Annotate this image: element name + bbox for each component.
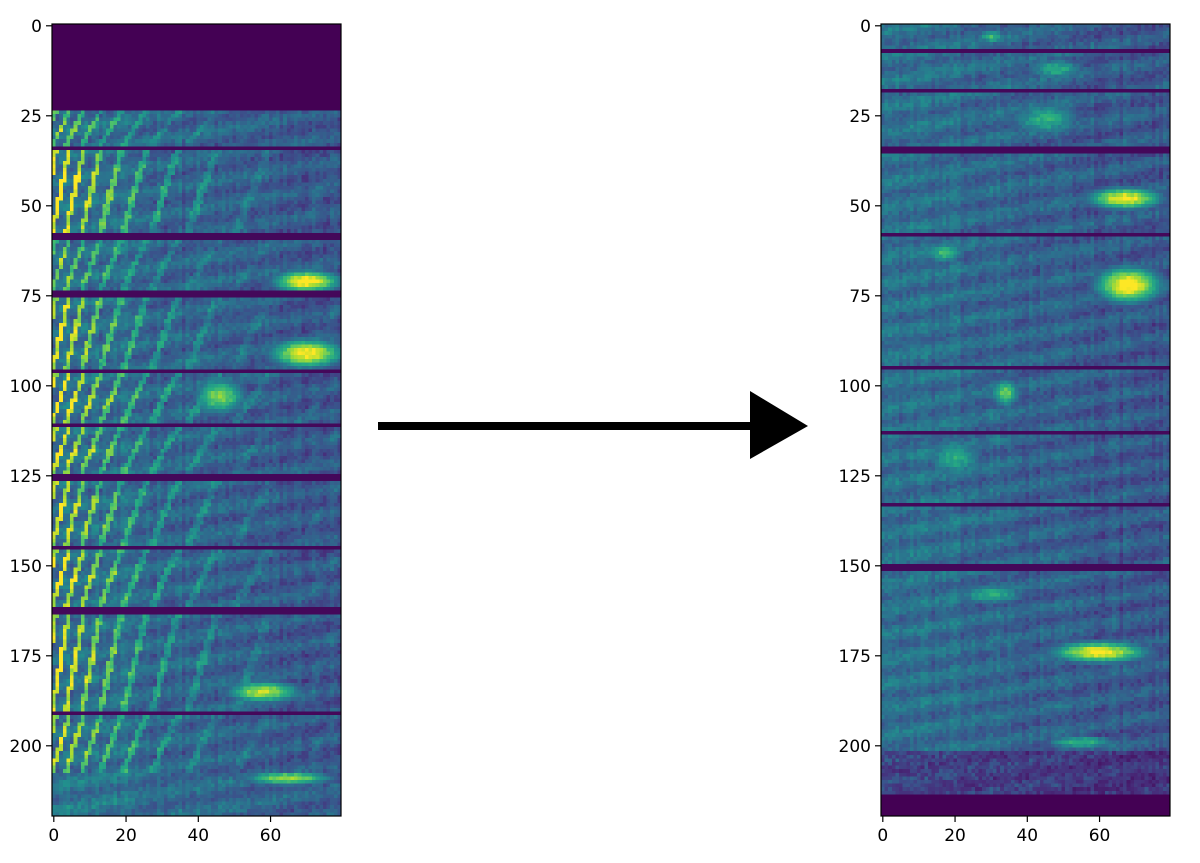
y-tick-label: 25	[20, 107, 42, 127]
y-tick-label: 200	[10, 737, 42, 757]
x-tick-label: 20	[944, 826, 966, 846]
y-tick-label: 150	[10, 557, 42, 577]
x-tick-label: 0	[877, 826, 888, 846]
x-tick-label: 60	[1089, 826, 1111, 846]
y-tick-label: 150	[839, 557, 871, 577]
right-plot-axes: 0 25 50 75 100 125 150 175 200 0 20 40 60	[839, 17, 1111, 846]
y-tick-label: 50	[20, 197, 42, 217]
left-spectrogram-plot: 0 25 50 75 100 125 150 175 200 0 20 40 60	[10, 17, 342, 846]
x-tick-label: 40	[1016, 826, 1038, 846]
y-tick-label: 0	[860, 17, 871, 37]
y-tick-label: 100	[839, 377, 871, 397]
transform-arrow	[378, 391, 808, 459]
y-tick-label: 175	[10, 647, 42, 667]
right-spectrogram-heatmap	[881, 24, 1170, 816]
y-tick-label: 25	[849, 107, 871, 127]
y-tick-label: 75	[20, 287, 42, 307]
x-tick-label: 0	[48, 826, 59, 846]
x-tick-label: 40	[187, 826, 209, 846]
left-plot-frame	[51, 23, 342, 817]
right-plot-frame	[880, 23, 1171, 817]
y-tick-label: 50	[849, 197, 871, 217]
arrow-head	[750, 391, 808, 459]
y-tick-label: 125	[10, 467, 42, 487]
left-spectrogram-heatmap	[52, 24, 341, 816]
x-tick-label: 20	[115, 826, 137, 846]
y-tick-label: 125	[839, 467, 871, 487]
y-tick-label: 175	[839, 647, 871, 667]
y-tick-label: 100	[10, 377, 42, 397]
y-tick-label: 200	[839, 737, 871, 757]
y-tick-label: 75	[849, 287, 871, 307]
right-spectrogram-plot: 0 25 50 75 100 125 150 175 200 0 20 40 60	[839, 17, 1171, 846]
x-tick-label: 60	[260, 826, 282, 846]
left-plot-axes: 0 25 50 75 100 125 150 175 200 0 20 40 60	[10, 17, 282, 846]
y-tick-label: 0	[31, 17, 42, 37]
